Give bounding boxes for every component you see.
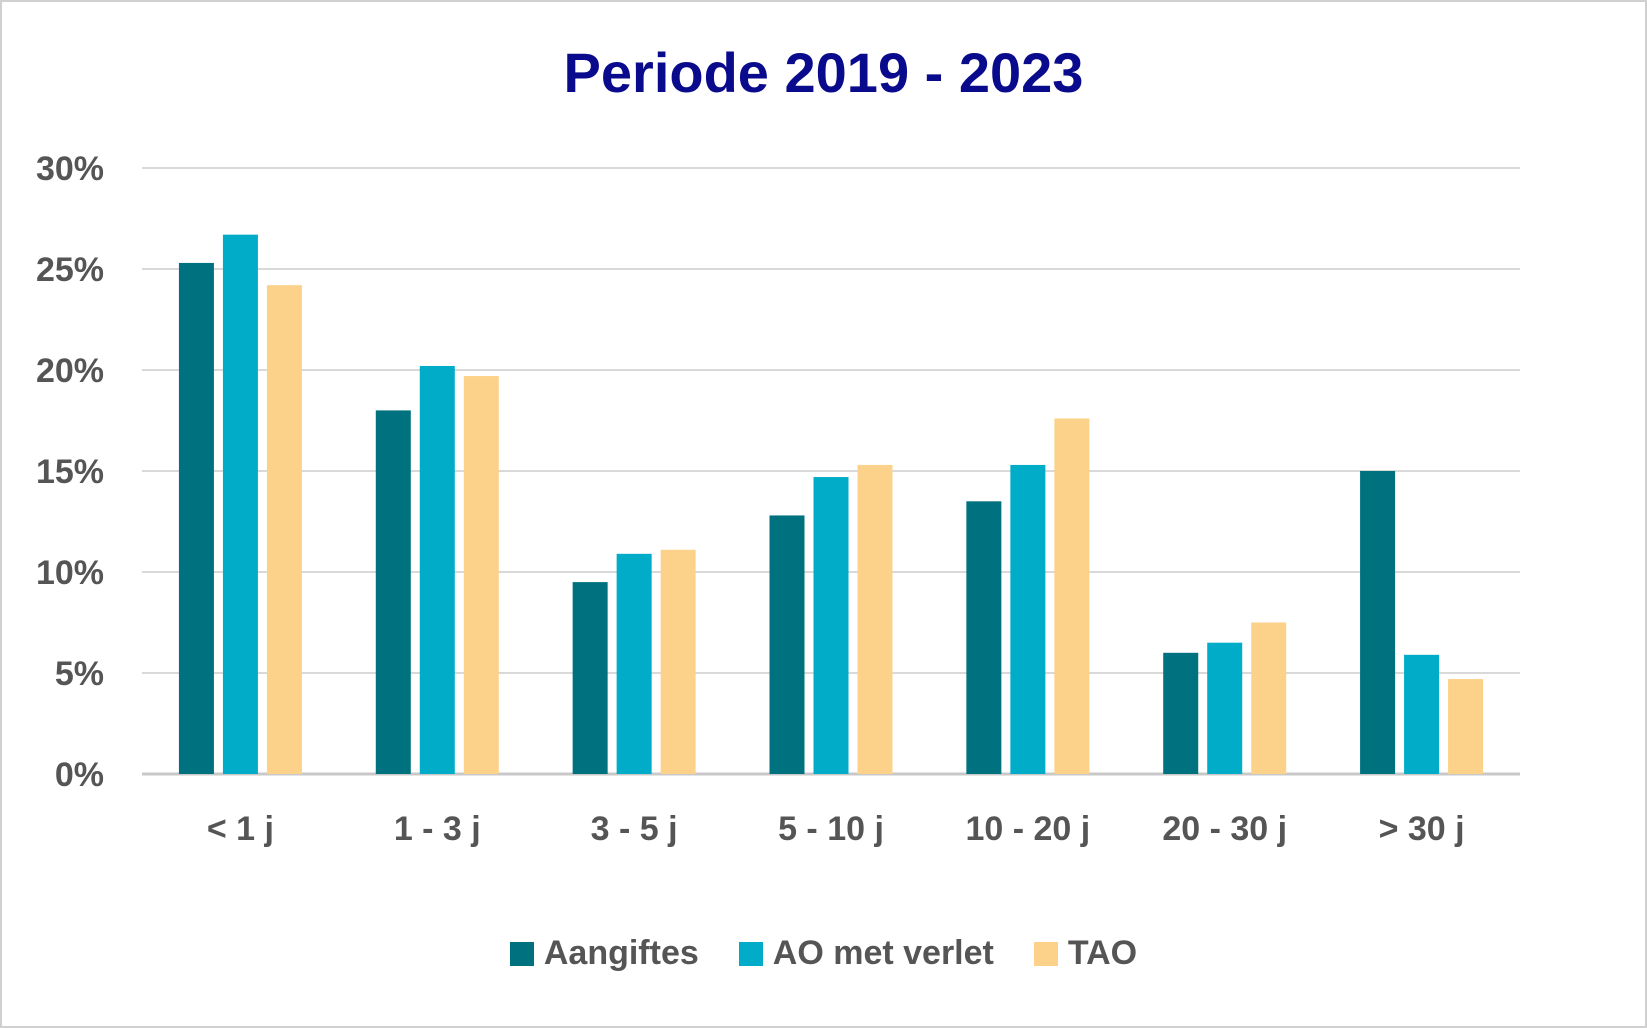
x-tick-label: 10 - 20 j <box>965 810 1090 848</box>
bar-tao <box>857 464 893 774</box>
y-tick-label: 10% <box>36 554 104 592</box>
x-tick-label: 3 - 5 j <box>591 810 678 848</box>
legend-label: TAO <box>1067 934 1138 972</box>
bar-aangiftes <box>178 262 214 774</box>
bar-aangiftes <box>572 582 608 774</box>
bar-aangiftes <box>375 410 411 774</box>
bar-ao-met-verlet <box>616 553 652 774</box>
bar-tao <box>266 285 302 774</box>
bar-ao-met-verlet <box>1207 642 1243 774</box>
legend-label: AO met verlet <box>772 934 994 972</box>
bar-tao <box>1251 622 1287 774</box>
bar-ao-met-verlet <box>1404 654 1440 774</box>
bar-ao-met-verlet <box>222 234 258 774</box>
x-tick-label: < 1 j <box>207 810 274 848</box>
y-tick-label: 0% <box>55 756 104 794</box>
y-tick-label: 25% <box>36 251 104 289</box>
bar-aangiftes <box>1163 652 1199 774</box>
bar-aangiftes <box>769 515 805 774</box>
y-tick-label: 30% <box>36 150 104 188</box>
bar-ao-met-verlet <box>1010 464 1046 774</box>
bar-aangiftes <box>966 501 1002 774</box>
bar-aangiftes <box>1360 471 1396 774</box>
y-tick-label: 20% <box>36 352 104 390</box>
bar-tao <box>660 549 696 774</box>
x-tick-label: 5 - 10 j <box>778 810 884 848</box>
chart-title: Periode 2019 - 2023 <box>563 41 1084 104</box>
legend-label: Aangiftes <box>543 934 699 972</box>
bar-ao-met-verlet <box>419 365 455 774</box>
x-tick-label: > 30 j <box>1379 810 1465 848</box>
bar-tao <box>1054 418 1090 774</box>
legend-swatch <box>738 941 763 966</box>
y-tick-label: 5% <box>55 655 104 693</box>
bar-ao-met-verlet <box>813 477 849 774</box>
legend-swatch <box>1033 941 1058 966</box>
legend-item: Aangiftes <box>509 934 699 973</box>
chart-legend: Aangiftes AO met verlet TAO <box>2 934 1645 973</box>
bar-tao <box>463 376 499 774</box>
x-tick-label: 1 - 3 j <box>394 810 481 848</box>
x-tick-label: 20 - 30 j <box>1162 810 1287 848</box>
y-tick-label: 15% <box>36 453 104 491</box>
legend-item: AO met verlet <box>738 934 994 973</box>
bar-tao <box>1448 679 1484 774</box>
legend-item: TAO <box>1033 934 1138 973</box>
legend-swatch <box>509 941 534 966</box>
